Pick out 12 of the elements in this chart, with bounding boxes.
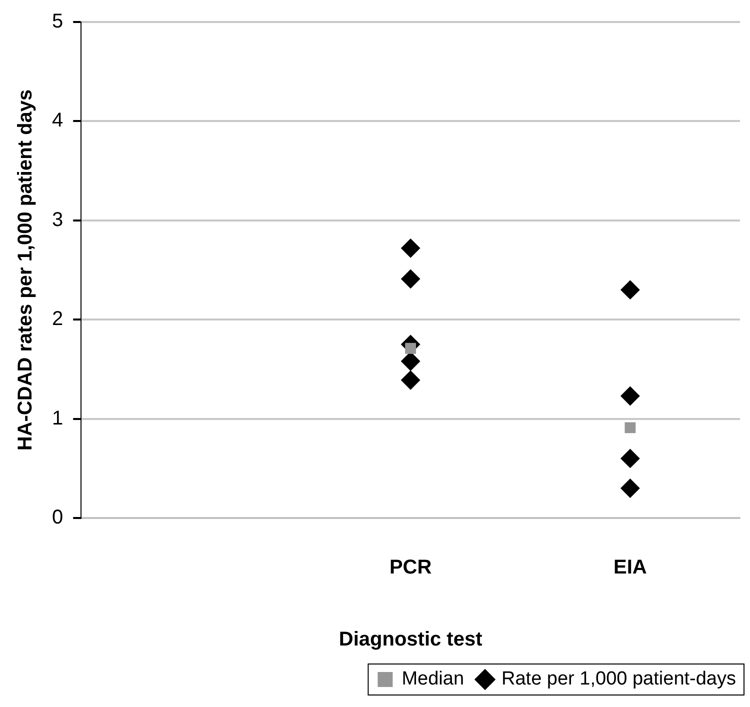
y-tick-label: 0: [52, 506, 64, 529]
y-tick-label: 3: [52, 208, 64, 231]
x-tick-label: EIA: [614, 556, 647, 579]
y-tick-label: 5: [52, 10, 64, 33]
x-tick-label: PCR: [389, 556, 432, 579]
x-axis-title: Diagnostic test: [338, 628, 483, 651]
y-axis-title: HA-CDAD rates per 1,000 patient days: [14, 89, 37, 451]
legend-label: Rate per 1,000 patient-days: [502, 668, 736, 690]
y-tick-label: 4: [52, 110, 64, 132]
y-tick-label: 2: [52, 308, 64, 330]
y-tick-label: 1: [52, 407, 64, 430]
legend-label: Median: [402, 668, 464, 690]
